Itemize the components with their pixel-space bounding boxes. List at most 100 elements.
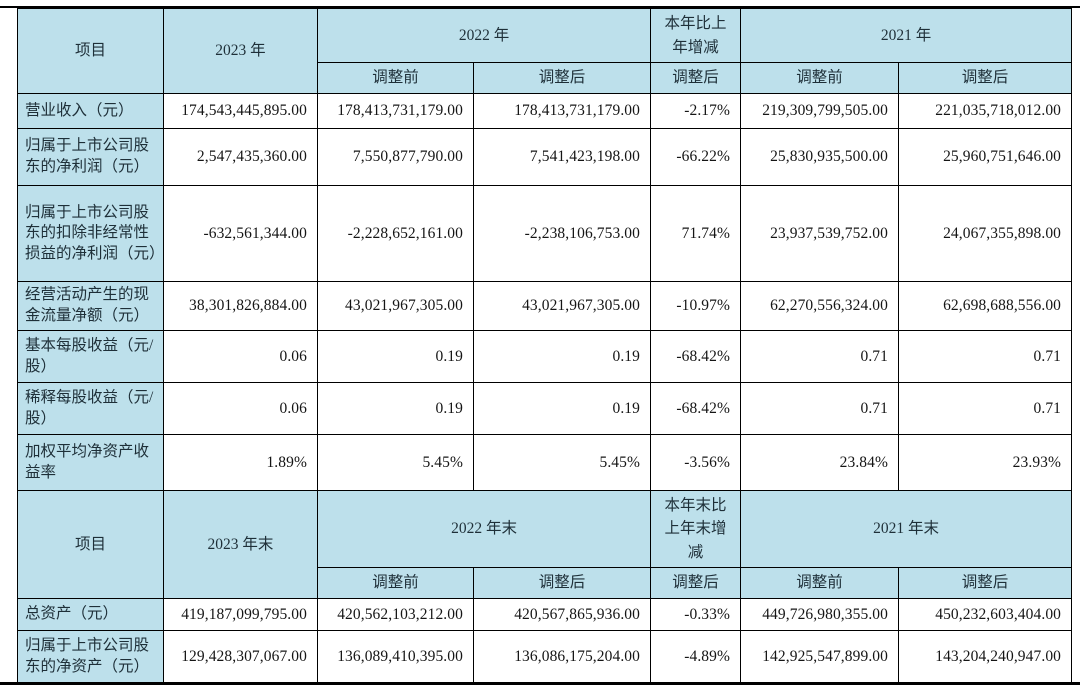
header-row-adjust-2: 调整前 调整后 调整后 调整前 调整后	[18, 567, 1073, 599]
table-row: 归属于上市公司股东的扣除非经常性损益的净利润（元） -632,561,344.00…	[17, 185, 1073, 282]
cell-value: 23,937,539,752.00	[740, 185, 900, 282]
cell-value: 0.19	[472, 382, 652, 435]
cell-value: 7,550,877,790.00	[317, 128, 474, 186]
cell-value: -0.33%	[650, 598, 742, 631]
cell-value: 23.84%	[740, 434, 900, 491]
table-row: 总资产（元） 419,187,099,795.00 420,562,103,212.…	[17, 598, 1073, 631]
cell-value: 23.93%	[898, 434, 1073, 491]
col-header-2022: 2022 年	[316, 8, 652, 63]
subheader-2021-before: 调整前	[740, 62, 900, 94]
cell-value: -68.42%	[650, 330, 742, 383]
cell-value: 43,021,967,305.00	[472, 281, 652, 331]
row-label: 归属于上市公司股东的净利润（元）	[17, 128, 164, 186]
cell-value: 136,086,175,204.00	[472, 630, 652, 684]
col-header-2022-end: 2022 年末	[316, 490, 652, 568]
cell-value: 143,204,240,947.00	[898, 630, 1073, 684]
row-label: 稀释每股收益（元/股）	[17, 382, 164, 435]
cell-value: 0.71	[740, 330, 900, 383]
subheader-2022-before: 调整前	[317, 62, 474, 94]
cell-value: 221,035,718,012.00	[898, 93, 1073, 129]
cell-value: 0.19	[472, 330, 652, 383]
cell-value: -10.97%	[650, 281, 742, 331]
cell-value: 419,187,099,795.00	[163, 598, 318, 631]
section2-body: 总资产（元） 419,187,099,795.00 420,562,103,212.…	[17, 598, 1073, 684]
row-label: 经营活动产生的现金流量净额（元）	[17, 281, 164, 331]
cell-value: -4.89%	[650, 630, 742, 684]
cell-value: 62,270,556,324.00	[740, 281, 900, 331]
cell-value: -2,228,652,161.00	[317, 185, 474, 282]
cell-value: 0.71	[898, 382, 1073, 435]
cell-value: 178,413,731,179.00	[317, 93, 474, 129]
table-row: 归属于上市公司股东的净利润（元） 2,547,435,360.00 7,550,87…	[17, 128, 1073, 186]
header-row-adjust: 调整前 调整后 调整后 调整前 调整后	[18, 62, 1073, 94]
table-row: 营业收入（元） 174,543,445,895.00 178,413,731,179…	[17, 93, 1073, 129]
header-row-years: 项目 2023 年 2022 年 本年比上年增减 2021 年	[17, 8, 1073, 94]
col-header-2021-end: 2021 年末	[740, 490, 1073, 568]
table-row: 稀释每股收益（元/股） 0.06 0.19 0.19 -68.42% 0.71 0.71	[17, 382, 1073, 435]
subheader-change-after: 调整后	[650, 62, 742, 94]
cell-value: -66.22%	[650, 128, 742, 186]
cell-value: -3.56%	[650, 434, 742, 491]
subheader-2021end-after: 调整后	[898, 567, 1073, 599]
cell-value: 25,960,751,646.00	[898, 128, 1073, 186]
col-header-item: 项目	[17, 8, 164, 94]
row-label: 基本每股收益（元/股）	[17, 330, 164, 383]
cell-value: 450,232,603,404.00	[898, 598, 1073, 631]
cell-value: -2,238,106,753.00	[472, 185, 652, 282]
cell-value: 420,562,103,212.00	[317, 598, 474, 631]
top-rule	[0, 6, 1080, 8]
subheader-2021-after: 调整后	[898, 62, 1073, 94]
cell-value: 2,547,435,360.00	[163, 128, 318, 186]
cell-value: -68.42%	[650, 382, 742, 435]
cell-value: 0.71	[740, 382, 900, 435]
cell-value: 62,698,688,556.00	[898, 281, 1073, 331]
cell-value: 142,925,547,899.00	[740, 630, 900, 684]
cell-value: 449,726,980,355.00	[740, 598, 900, 631]
cell-value: 5.45%	[317, 434, 474, 491]
cell-value: 0.06	[163, 330, 318, 383]
col-header-yearend-change: 本年末比上年末增减	[650, 490, 742, 568]
cell-value: 129,428,307,067.00	[163, 630, 318, 684]
cell-value: 174,543,445,895.00	[163, 93, 318, 129]
row-label: 归属于上市公司股东的净资产（元）	[17, 630, 164, 684]
cell-value: 1.89%	[163, 434, 318, 491]
row-label: 加权平均净资产收益率	[17, 434, 164, 491]
cell-value: 7,541,423,198.00	[472, 128, 652, 186]
header-row-yearends: 项目 2023 年末 2022 年末 本年末比上年末增减 2021 年末	[17, 490, 1073, 599]
table-row: 加权平均净资产收益率 1.89% 5.45% 5.45% -3.56% 23.84% 23.…	[17, 434, 1073, 491]
cell-value: 0.19	[317, 382, 474, 435]
row-label: 总资产（元）	[17, 598, 164, 631]
cell-value: 178,413,731,179.00	[472, 93, 652, 129]
col-header-2021: 2021 年	[740, 8, 1073, 63]
financial-summary-table: 项目 2023 年 2022 年 本年比上年增减 2021 年 调整前 调整后 …	[17, 8, 1073, 684]
cell-value: 0.71	[898, 330, 1073, 383]
row-label: 归属于上市公司股东的扣除非经常性损益的净利润（元）	[17, 185, 164, 282]
cell-value: 43,021,967,305.00	[317, 281, 474, 331]
table-row: 经营活动产生的现金流量净额（元） 38,301,826,884.00 43,021,…	[17, 281, 1073, 331]
subheader-2021end-before: 调整前	[740, 567, 900, 599]
bottom-rule	[0, 682, 1080, 685]
cell-value: 0.19	[317, 330, 474, 383]
cell-value: 71.74%	[650, 185, 742, 282]
cell-value: 5.45%	[472, 434, 652, 491]
subheader-2022end-after: 调整后	[472, 567, 652, 599]
cell-value: 24,067,355,898.00	[898, 185, 1073, 282]
col-header-change: 本年比上年增减	[650, 8, 742, 63]
cell-value: 420,567,865,936.00	[472, 598, 652, 631]
table-row: 归属于上市公司股东的净资产（元） 129,428,307,067.00 136,08…	[17, 630, 1073, 684]
section2-header: 项目 2023 年末 2022 年末 本年末比上年末增减 2021 年末 调整前…	[17, 490, 1073, 599]
cell-value: 25,830,935,500.00	[740, 128, 900, 186]
subheader-2022-after: 调整后	[472, 62, 652, 94]
cell-value: 219,309,799,505.00	[740, 93, 900, 129]
cell-value: 136,089,410,395.00	[317, 630, 474, 684]
row-label: 营业收入（元）	[17, 93, 164, 129]
col-header-2023-end: 2023 年末	[163, 490, 318, 599]
subheader-endchange-after: 调整后	[650, 567, 742, 599]
col-header-2023: 2023 年	[163, 8, 318, 94]
cell-value: 0.06	[163, 382, 318, 435]
cell-value: -2.17%	[650, 93, 742, 129]
subheader-2022end-before: 调整前	[317, 567, 474, 599]
cell-value: 38,301,826,884.00	[163, 281, 318, 331]
col-header-item-2: 项目	[17, 490, 164, 599]
section1-header: 项目 2023 年 2022 年 本年比上年增减 2021 年 调整前 调整后 …	[17, 8, 1073, 94]
